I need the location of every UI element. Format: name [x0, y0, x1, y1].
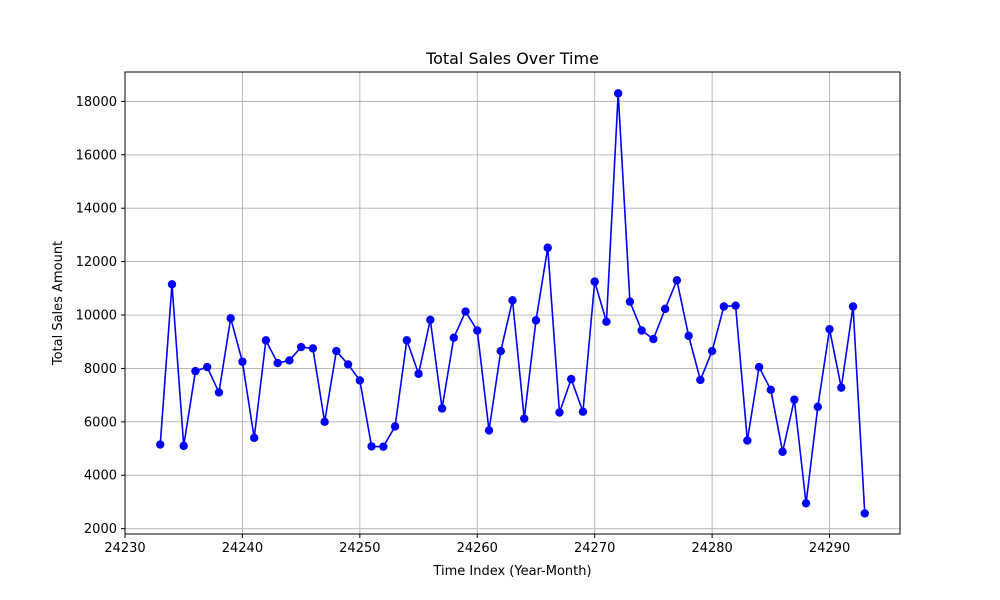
y-tick-label: 6000 — [84, 415, 117, 430]
data-point — [848, 302, 858, 311]
data-point — [320, 417, 329, 427]
data-point — [156, 440, 165, 449]
data-point — [414, 369, 423, 378]
data-point — [355, 376, 365, 385]
data-point — [367, 442, 376, 451]
data-point — [461, 307, 470, 316]
chart-title: Total Sales Over Time — [425, 49, 599, 68]
data-point — [778, 447, 787, 456]
data-point — [590, 277, 599, 286]
data-point — [625, 297, 635, 306]
data-point — [308, 344, 318, 353]
data-point — [825, 324, 834, 334]
data-point — [426, 315, 435, 325]
data-point — [578, 407, 588, 416]
data-point — [191, 366, 200, 376]
data-point — [743, 436, 752, 445]
data-point — [837, 383, 846, 392]
data-point — [273, 358, 282, 368]
x-tick-label: 24230 — [104, 541, 145, 556]
data-point — [637, 326, 646, 335]
y-tick-label: 18000 — [76, 95, 117, 110]
y-tick-label: 14000 — [76, 202, 117, 217]
y-tick-label: 4000 — [84, 469, 117, 484]
data-point — [660, 304, 670, 314]
data-point — [390, 422, 400, 431]
y-axis-ticks: 2000 4000 6000 8000 10000 12000 14000 16000 1800… — [76, 95, 125, 537]
data-point — [790, 395, 799, 404]
x-axis-ticks: 24230 24240 24250 24260 24270 24280 24290 — [104, 534, 850, 556]
x-tick-label: 24280 — [691, 541, 732, 556]
data-point — [731, 301, 740, 310]
data-point — [249, 433, 259, 443]
y-tick-label: 12000 — [76, 255, 117, 270]
data-point — [602, 317, 611, 326]
series-layer — [156, 89, 869, 518]
data-point — [719, 302, 729, 311]
data-point — [473, 326, 482, 335]
data-point — [672, 276, 682, 285]
data-point — [555, 408, 564, 417]
data-point — [684, 331, 693, 341]
y-tick-label: 2000 — [84, 522, 117, 537]
data-point — [496, 346, 505, 356]
data-point — [567, 374, 576, 384]
x-tick-label: 24250 — [339, 541, 380, 556]
data-point — [649, 334, 658, 344]
data-point — [801, 499, 811, 508]
data-point — [238, 357, 247, 366]
data-point — [543, 243, 552, 252]
data-point — [508, 296, 517, 305]
data-point — [449, 333, 458, 342]
data-point — [766, 385, 776, 394]
data-point — [296, 342, 306, 352]
y-tick-label: 16000 — [76, 148, 117, 163]
data-point — [437, 404, 447, 413]
data-point — [531, 316, 541, 325]
data-point — [343, 360, 353, 369]
data-point — [226, 314, 235, 323]
data-point — [860, 509, 869, 518]
x-tick-label: 24260 — [457, 541, 498, 556]
data-point — [179, 441, 188, 451]
data-point — [813, 402, 823, 412]
x-tick-label: 24270 — [574, 541, 615, 556]
data-point — [214, 388, 224, 397]
y-tick-label: 8000 — [84, 362, 117, 377]
y-tick-label: 10000 — [76, 309, 117, 324]
data-point — [520, 414, 529, 423]
grid — [124, 72, 900, 534]
data-point — [402, 336, 412, 345]
x-tick-label: 24240 — [222, 541, 263, 556]
plot-area-frame — [124, 71, 901, 535]
data-point — [484, 426, 494, 435]
data-point — [707, 346, 717, 356]
data-point — [379, 442, 388, 451]
data-point — [285, 356, 294, 365]
data-point — [332, 346, 341, 356]
x-tick-label: 24290 — [809, 541, 850, 556]
data-point — [613, 89, 623, 98]
data-point — [261, 336, 271, 345]
data-point — [202, 362, 212, 372]
y-axis-label: Total Sales Amount — [51, 241, 66, 366]
data-point — [696, 375, 705, 385]
x-axis-label: Time Index (Year-Month) — [432, 564, 591, 579]
data-point — [167, 280, 177, 289]
data-point — [754, 362, 764, 372]
